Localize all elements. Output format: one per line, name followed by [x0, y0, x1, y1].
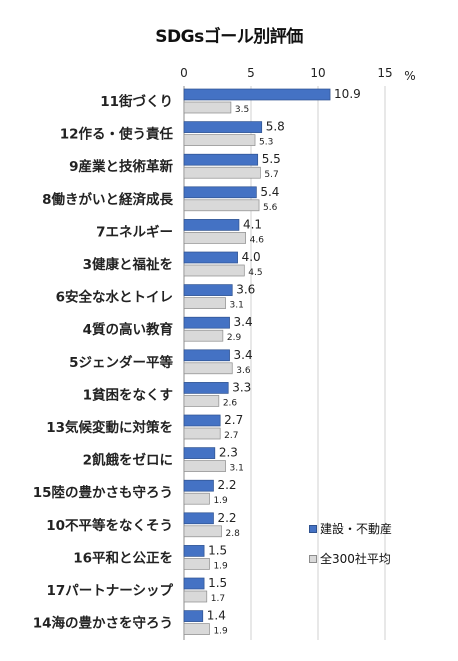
- category-label: 9産業と技術革新: [69, 158, 173, 175]
- category-label: 2飢餓をゼロに: [83, 452, 173, 469]
- data-label-series-1: 3.4: [234, 348, 253, 362]
- bar-series-2: [183, 362, 233, 375]
- bar-series-1: [183, 251, 238, 264]
- data-label-series-2: 3.5: [235, 105, 249, 115]
- bar-series-1: [183, 88, 331, 101]
- bar-series-2: [183, 395, 220, 407]
- legend-swatch-blue: [309, 524, 317, 533]
- chart-title: SDGsゴール別評価: [155, 27, 303, 47]
- bar-series-1: [183, 186, 257, 199]
- data-label-series-1: 5.4: [260, 185, 279, 199]
- data-label-series-2: 1.9: [213, 496, 228, 506]
- category-label: 5ジェンダー平等: [69, 354, 173, 371]
- category-label: 6安全な水とトイレ: [56, 289, 173, 306]
- bar-series-1: [183, 284, 233, 296]
- data-label-series-2: 4.5: [248, 268, 262, 278]
- bar-series-2: [183, 590, 208, 603]
- bar-series-1: [183, 577, 205, 590]
- bar-series-2: [183, 525, 222, 538]
- bar-series-2: [183, 101, 232, 114]
- x-tick-label: 10: [310, 66, 325, 80]
- data-label-series-2: 1.9: [213, 561, 228, 571]
- data-label-series-1: 3.3: [232, 380, 251, 394]
- data-label-series-1: 1.5: [208, 543, 227, 557]
- data-label-series-2: 5.6: [263, 203, 278, 213]
- bar-series-2: [183, 558, 210, 570]
- data-label-series-1: 10.9: [334, 87, 361, 101]
- category-label: 11街づくり: [100, 93, 173, 110]
- bar-series-2: [183, 427, 221, 440]
- category-label: 16平和と公正を: [73, 550, 173, 566]
- bar-series-1: [183, 153, 259, 166]
- bar-series-1: [183, 349, 230, 362]
- data-label-series-1: 3.4: [234, 315, 253, 329]
- data-label-series-1: 2.2: [217, 478, 236, 492]
- category-label: 12作る・使う責任: [60, 126, 174, 143]
- data-label-series-2: 3.1: [230, 464, 244, 474]
- data-label-series-1: 1.4: [207, 609, 226, 623]
- category-label: 13気候変動に対策を: [46, 419, 173, 436]
- bar-series-2: [183, 232, 246, 244]
- category-label: 8働きがいと経済成長: [42, 191, 173, 208]
- bar-series-2: [183, 199, 260, 212]
- bar-series-2: [183, 297, 226, 309]
- data-label-series-1: 5.8: [266, 120, 285, 134]
- category-label: 7エネルギー: [96, 224, 173, 240]
- bar-series-1: [183, 512, 214, 525]
- data-label-series-2: 1.7: [211, 594, 225, 604]
- data-label-series-2: 2.8: [226, 529, 241, 539]
- bar-series-2: [183, 134, 256, 146]
- bar-series-1: [183, 382, 229, 394]
- data-label-series-1: 2.7: [224, 413, 243, 427]
- unit-label: %: [404, 69, 415, 83]
- x-tick-label: 15: [377, 66, 392, 80]
- category-label: 1貧困をなくす: [83, 386, 173, 403]
- bar-series-1: [183, 479, 214, 492]
- bar-series-2: [183, 166, 261, 179]
- data-label-series-1: 2.3: [219, 446, 238, 460]
- category-label: 10不平等をなくそう: [46, 517, 173, 534]
- data-label-series-2: 1.9: [213, 627, 228, 637]
- bar-series-1: [183, 316, 230, 329]
- bar-series-1: [183, 447, 216, 459]
- data-label-series-2: 3.6: [236, 366, 251, 376]
- data-label-series-1: 4.1: [243, 217, 262, 231]
- x-tick-label: 5: [247, 66, 255, 80]
- x-tick-label: 0: [180, 66, 188, 80]
- bar-series-2: [183, 329, 224, 342]
- category-label: 17パートナーシップ: [46, 583, 173, 599]
- bar-series-2: [183, 460, 226, 472]
- bar-series-2: [183, 623, 210, 635]
- bar-series-1: [183, 121, 263, 133]
- bar-series-1: [183, 219, 240, 231]
- legend-item-series-2: 全300社平均: [309, 550, 391, 567]
- data-label-series-2: 2.7: [224, 431, 238, 441]
- bar-series-1: [183, 545, 205, 557]
- data-label-series-2: 5.7: [264, 170, 278, 180]
- bar-series-2: [183, 492, 210, 505]
- bar-series-2: [183, 264, 245, 277]
- legend-label-series-2: 全300社平均: [320, 552, 391, 566]
- data-label-series-2: 4.6: [250, 235, 265, 245]
- data-label-series-2: 2.9: [227, 333, 242, 343]
- data-label-series-2: 5.3: [259, 138, 273, 148]
- category-label: 14海の豊かさを守ろう: [33, 615, 173, 632]
- data-label-series-1: 3.6: [236, 283, 255, 297]
- data-label-series-1: 2.2: [217, 511, 236, 525]
- data-label-series-2: 3.1: [230, 301, 244, 311]
- bar-series-1: [183, 414, 221, 427]
- category-label: 15陸の豊かさも守ろう: [33, 484, 173, 501]
- category-label: 3健康と福祉を: [83, 256, 173, 273]
- bar-series-1: [183, 610, 204, 622]
- data-label-series-1: 1.5: [208, 576, 227, 590]
- data-label-series-2: 2.6: [223, 398, 238, 408]
- legend-label-series-1: 建設・不動産: [320, 522, 393, 536]
- category-label: 4質の高い教育: [83, 321, 173, 338]
- data-label-series-1: 4.0: [242, 250, 261, 264]
- legend-swatch-gray: [309, 554, 317, 563]
- data-label-series-1: 5.5: [262, 152, 281, 166]
- legend-item-series-1: 建設・不動産: [309, 520, 392, 537]
